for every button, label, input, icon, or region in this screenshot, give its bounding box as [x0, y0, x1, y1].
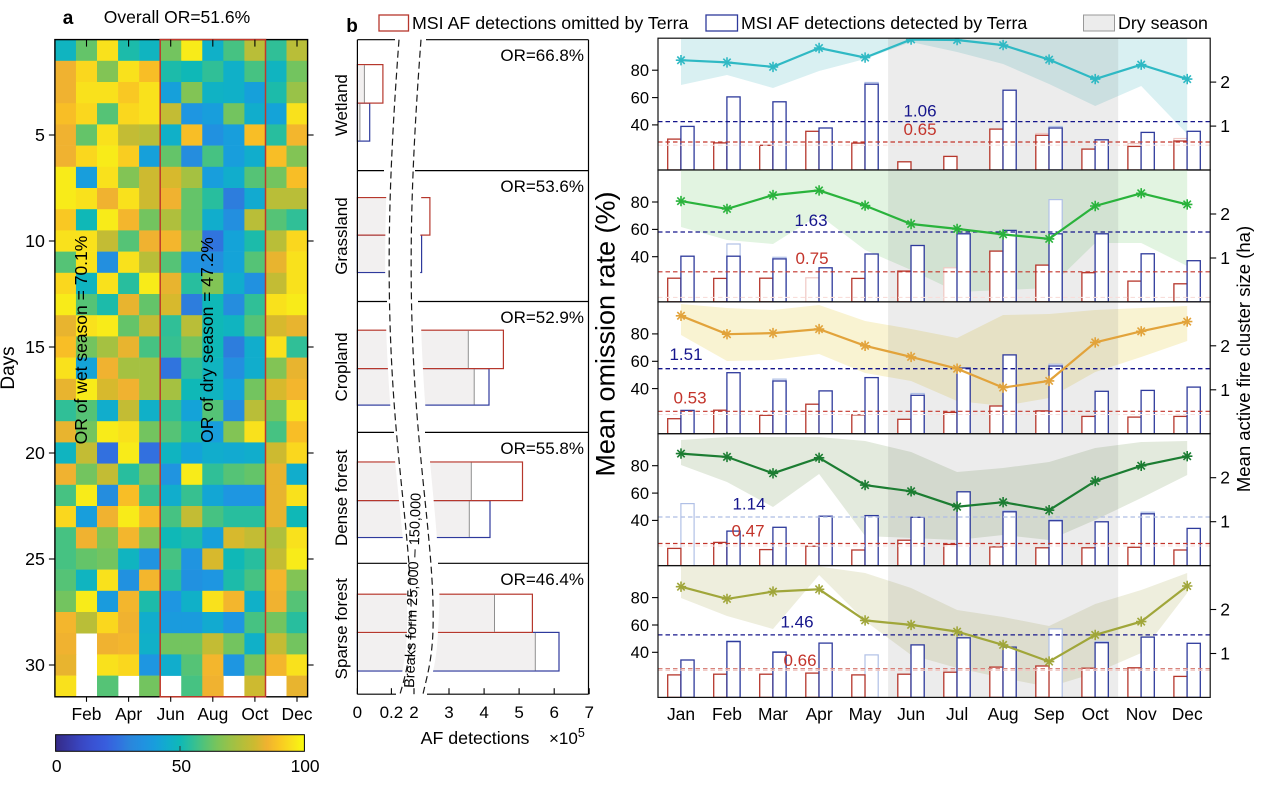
svg-text:Grassland: Grassland [332, 197, 351, 274]
svg-text:0.65: 0.65 [903, 120, 936, 139]
svg-text:Apr: Apr [806, 704, 833, 724]
svg-text:OR=53.6%: OR=53.6% [500, 177, 584, 196]
svg-text:80: 80 [631, 589, 649, 607]
svg-text:5: 5 [35, 125, 45, 145]
svg-text:0.66: 0.66 [783, 651, 816, 670]
svg-text:Days: Days [0, 346, 19, 389]
svg-text:100: 100 [291, 756, 320, 776]
svg-text:5: 5 [514, 703, 523, 722]
svg-text:2: 2 [1220, 336, 1230, 356]
svg-text:1.51: 1.51 [669, 345, 702, 364]
svg-text:Aug: Aug [988, 704, 1019, 724]
svg-text:Aug: Aug [197, 704, 228, 724]
svg-text:4: 4 [479, 703, 488, 722]
svg-text:20: 20 [25, 443, 45, 463]
svg-text:AF detections: AF detections [421, 728, 530, 748]
svg-text:1: 1 [1220, 116, 1230, 136]
svg-text:May: May [849, 704, 882, 724]
svg-text:6: 6 [549, 703, 558, 722]
svg-text:OR=66.8%: OR=66.8% [500, 46, 584, 65]
svg-text:0: 0 [52, 756, 62, 776]
svg-text:MSI AF detections detected by: MSI AF detections detected by Terra [741, 13, 1027, 33]
svg-text:Jun: Jun [157, 704, 185, 724]
svg-text:Dec: Dec [1172, 704, 1203, 724]
svg-text:Dense forest: Dense forest [332, 449, 351, 546]
svg-text:1: 1 [1220, 248, 1230, 268]
svg-text:1.46: 1.46 [780, 613, 813, 632]
svg-text:80: 80 [631, 326, 649, 344]
svg-text:2: 2 [1220, 600, 1230, 620]
svg-text:Jan: Jan [667, 704, 695, 724]
svg-text:1.63: 1.63 [794, 211, 827, 230]
svg-text:Apr: Apr [115, 704, 142, 724]
svg-text:50: 50 [172, 756, 191, 776]
svg-text:Sep: Sep [1034, 704, 1065, 724]
svg-text:60: 60 [631, 485, 649, 503]
svg-text:60: 60 [631, 617, 649, 635]
svg-text:2: 2 [1220, 468, 1230, 488]
svg-text:60: 60 [631, 353, 649, 371]
svg-text:Nov: Nov [1126, 704, 1157, 724]
svg-text:1: 1 [1220, 644, 1230, 664]
svg-text:3: 3 [444, 703, 453, 722]
svg-text:1.06: 1.06 [903, 102, 936, 121]
svg-text:OR=46.4%: OR=46.4% [500, 570, 584, 589]
svg-text:80: 80 [631, 458, 649, 476]
svg-text:2: 2 [409, 703, 418, 722]
svg-text:OR of wet season = 70.1%: OR of wet season = 70.1% [71, 236, 91, 445]
svg-text:40: 40 [631, 249, 649, 267]
svg-text:2: 2 [1220, 72, 1230, 92]
svg-text:10: 10 [25, 231, 45, 251]
svg-text:15: 15 [25, 337, 45, 357]
svg-text:Dec: Dec [282, 704, 313, 724]
svg-text:OR=52.9%: OR=52.9% [500, 308, 584, 327]
svg-text:OR of dry season = 47.2%: OR of dry season = 47.2% [197, 237, 217, 443]
svg-text:Feb: Feb [72, 704, 102, 724]
svg-text:Feb: Feb [712, 704, 742, 724]
svg-text:30: 30 [25, 655, 45, 675]
svg-text:Oct: Oct [1082, 704, 1109, 724]
svg-text:Wetland: Wetland [332, 74, 351, 136]
svg-text:0: 0 [353, 703, 362, 722]
svg-text:Dry season: Dry season [1118, 13, 1208, 33]
svg-text:0.75: 0.75 [795, 249, 828, 268]
svg-text:0.53: 0.53 [673, 389, 706, 408]
svg-text:60: 60 [631, 89, 649, 107]
svg-text:Jul: Jul [946, 704, 968, 724]
svg-text:Mean omission rate (%): Mean omission rate (%) [591, 191, 621, 476]
svg-text:1: 1 [1220, 380, 1230, 400]
svg-text:0.2: 0.2 [380, 703, 404, 722]
svg-text:OR=55.8%: OR=55.8% [500, 439, 584, 458]
svg-text:2: 2 [1220, 204, 1230, 224]
svg-text:1.14: 1.14 [732, 495, 765, 514]
svg-text:Jun: Jun [897, 704, 925, 724]
svg-text:60: 60 [631, 221, 649, 239]
svg-text:40: 40 [631, 380, 649, 398]
svg-text:Mar: Mar [758, 704, 788, 724]
svg-text:MSI AF detections omitted by T: MSI AF detections omitted by Terra [412, 13, 689, 33]
svg-text:1: 1 [1220, 512, 1230, 532]
svg-text:Mean active fire cluster size: Mean active fire cluster size (ha) [1233, 226, 1254, 492]
svg-text:Cropland: Cropland [332, 332, 351, 401]
svg-text:7: 7 [584, 703, 593, 722]
svg-text:40: 40 [631, 644, 649, 662]
svg-text:80: 80 [631, 62, 649, 80]
svg-text:Oct: Oct [241, 704, 268, 724]
svg-text:80: 80 [631, 194, 649, 212]
svg-text:0.47: 0.47 [731, 521, 764, 540]
svg-text:25: 25 [25, 549, 45, 569]
svg-text:a: a [63, 8, 74, 29]
svg-text:40: 40 [631, 512, 649, 530]
svg-text:b: b [346, 16, 358, 37]
svg-text:Sparse forest: Sparse forest [332, 578, 351, 679]
svg-text:Breaks form 25,000 – 150,000: Breaks form 25,000 – 150,000 [402, 493, 425, 689]
svg-text:Overall OR=51.6%: Overall OR=51.6% [104, 7, 250, 27]
svg-text:40: 40 [631, 117, 649, 135]
svg-text:×105: ×105 [549, 726, 585, 748]
